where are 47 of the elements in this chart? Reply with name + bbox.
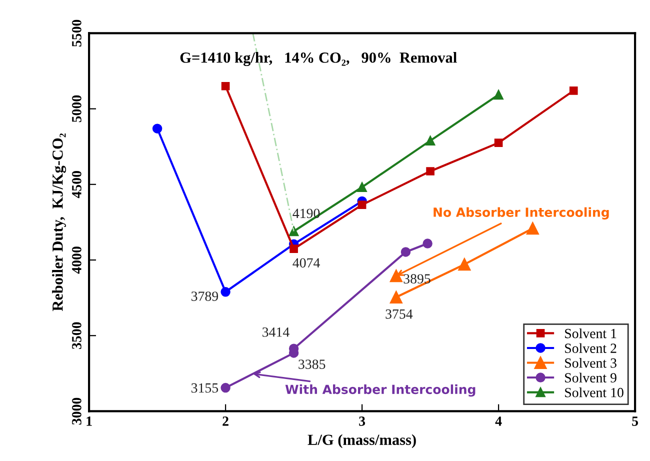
point: [220, 287, 230, 297]
annotation: With Absorber Intercooling: [285, 384, 476, 397]
x-tick-label: 2: [222, 416, 228, 426]
annotation: 4074: [292, 258, 320, 268]
point: [290, 244, 298, 253]
point: [390, 270, 402, 282]
point: [152, 124, 162, 134]
point: [425, 136, 436, 146]
point: [569, 86, 578, 95]
legend-label: Solvent 2: [565, 343, 616, 353]
y-tick-label: 5000: [72, 95, 82, 122]
legend-label: Solvent 3: [565, 358, 616, 368]
y-tick-label: 3000: [72, 398, 82, 425]
point: [400, 247, 411, 257]
annotation: 3895: [404, 274, 430, 284]
point: [358, 200, 366, 209]
y-tick-label: 5500: [72, 20, 82, 47]
y-tick-label: 4000: [72, 246, 82, 274]
annotation: 4190: [292, 208, 320, 218]
legend-label: Solvent 10: [565, 388, 624, 398]
point: [426, 167, 434, 176]
x-tick-label: 1: [86, 416, 92, 426]
point: [390, 290, 402, 304]
point: [494, 90, 504, 100]
legend-label: Solvent 1: [565, 328, 616, 338]
text: G=1410 kg/hr, 14% CO₂, 90% Removal: [180, 52, 457, 66]
point: [422, 238, 432, 248]
annotation: No Absorber Intercooling: [434, 207, 609, 220]
x-tick-label: 3: [359, 416, 366, 426]
annotation: 3789: [191, 292, 218, 301]
annotation: 3754: [386, 309, 413, 319]
y-tick-label: 3500: [72, 322, 82, 349]
x-tick-label: 5: [632, 416, 638, 426]
point: [494, 138, 503, 147]
annotation: 3385: [298, 360, 326, 369]
point: [526, 222, 539, 235]
annotation: 3155: [191, 383, 218, 393]
y-axis-title: Reboiler Duty, KJ/Kg-CO₂: [52, 133, 66, 312]
point: [357, 182, 367, 192]
annotation: 3414: [262, 327, 290, 337]
point: [221, 82, 230, 90]
point: [458, 258, 471, 271]
legend-label: Solvent 9: [565, 372, 616, 383]
x-tick-label: 4: [495, 416, 502, 426]
x-axis-title: L/G (mass/mass): [308, 434, 416, 448]
y-tick-label: 4500: [72, 171, 82, 198]
point: [220, 382, 230, 393]
